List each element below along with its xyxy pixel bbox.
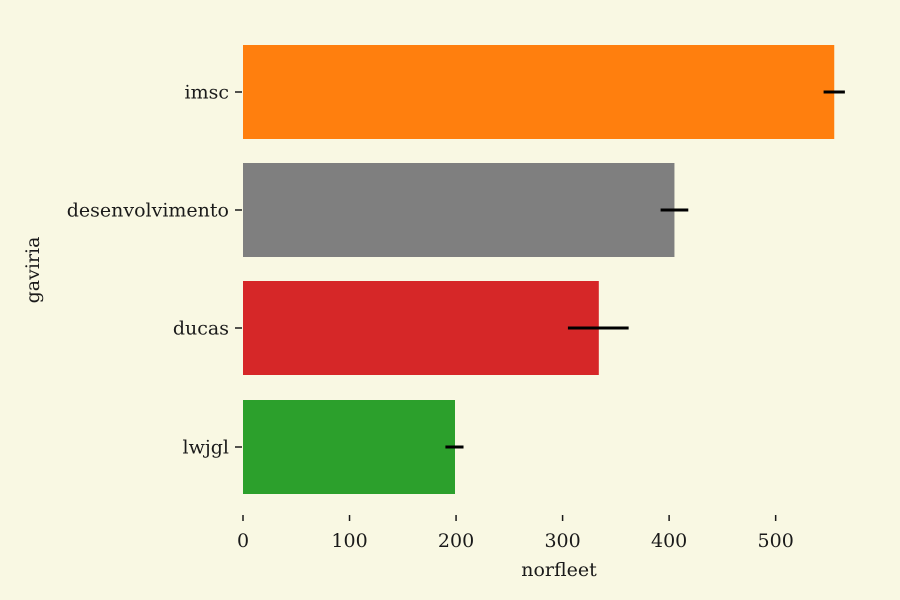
bar-ducas: [243, 281, 599, 375]
y-tick-label: desenvolvimento: [67, 200, 229, 222]
x-tick-label: 0: [237, 530, 249, 552]
y-axis-ticks: imsc desenvolvimento ducas lwjgl: [67, 82, 242, 459]
bar-imsc: [243, 45, 835, 139]
x-axis-label: norfleet: [521, 559, 597, 581]
x-tick-label: 400: [651, 530, 687, 552]
x-tick-label: 200: [438, 530, 474, 552]
error-bars: [445, 90, 845, 449]
x-tick-label: 100: [331, 530, 367, 552]
x-tick-label: 500: [758, 530, 794, 552]
bars: [243, 45, 835, 494]
y-tick-label: imsc: [185, 82, 230, 104]
x-tick-label: 300: [544, 530, 580, 552]
bar-lwjgl: [243, 400, 455, 494]
y-tick-label: ducas: [173, 318, 229, 340]
bar-desenvolvimento: [243, 163, 675, 257]
y-tick-label: lwjgl: [183, 437, 229, 459]
x-axis-ticks: 0 100 200 300 400 500: [237, 515, 794, 552]
y-axis-label: gaviria: [22, 237, 44, 304]
